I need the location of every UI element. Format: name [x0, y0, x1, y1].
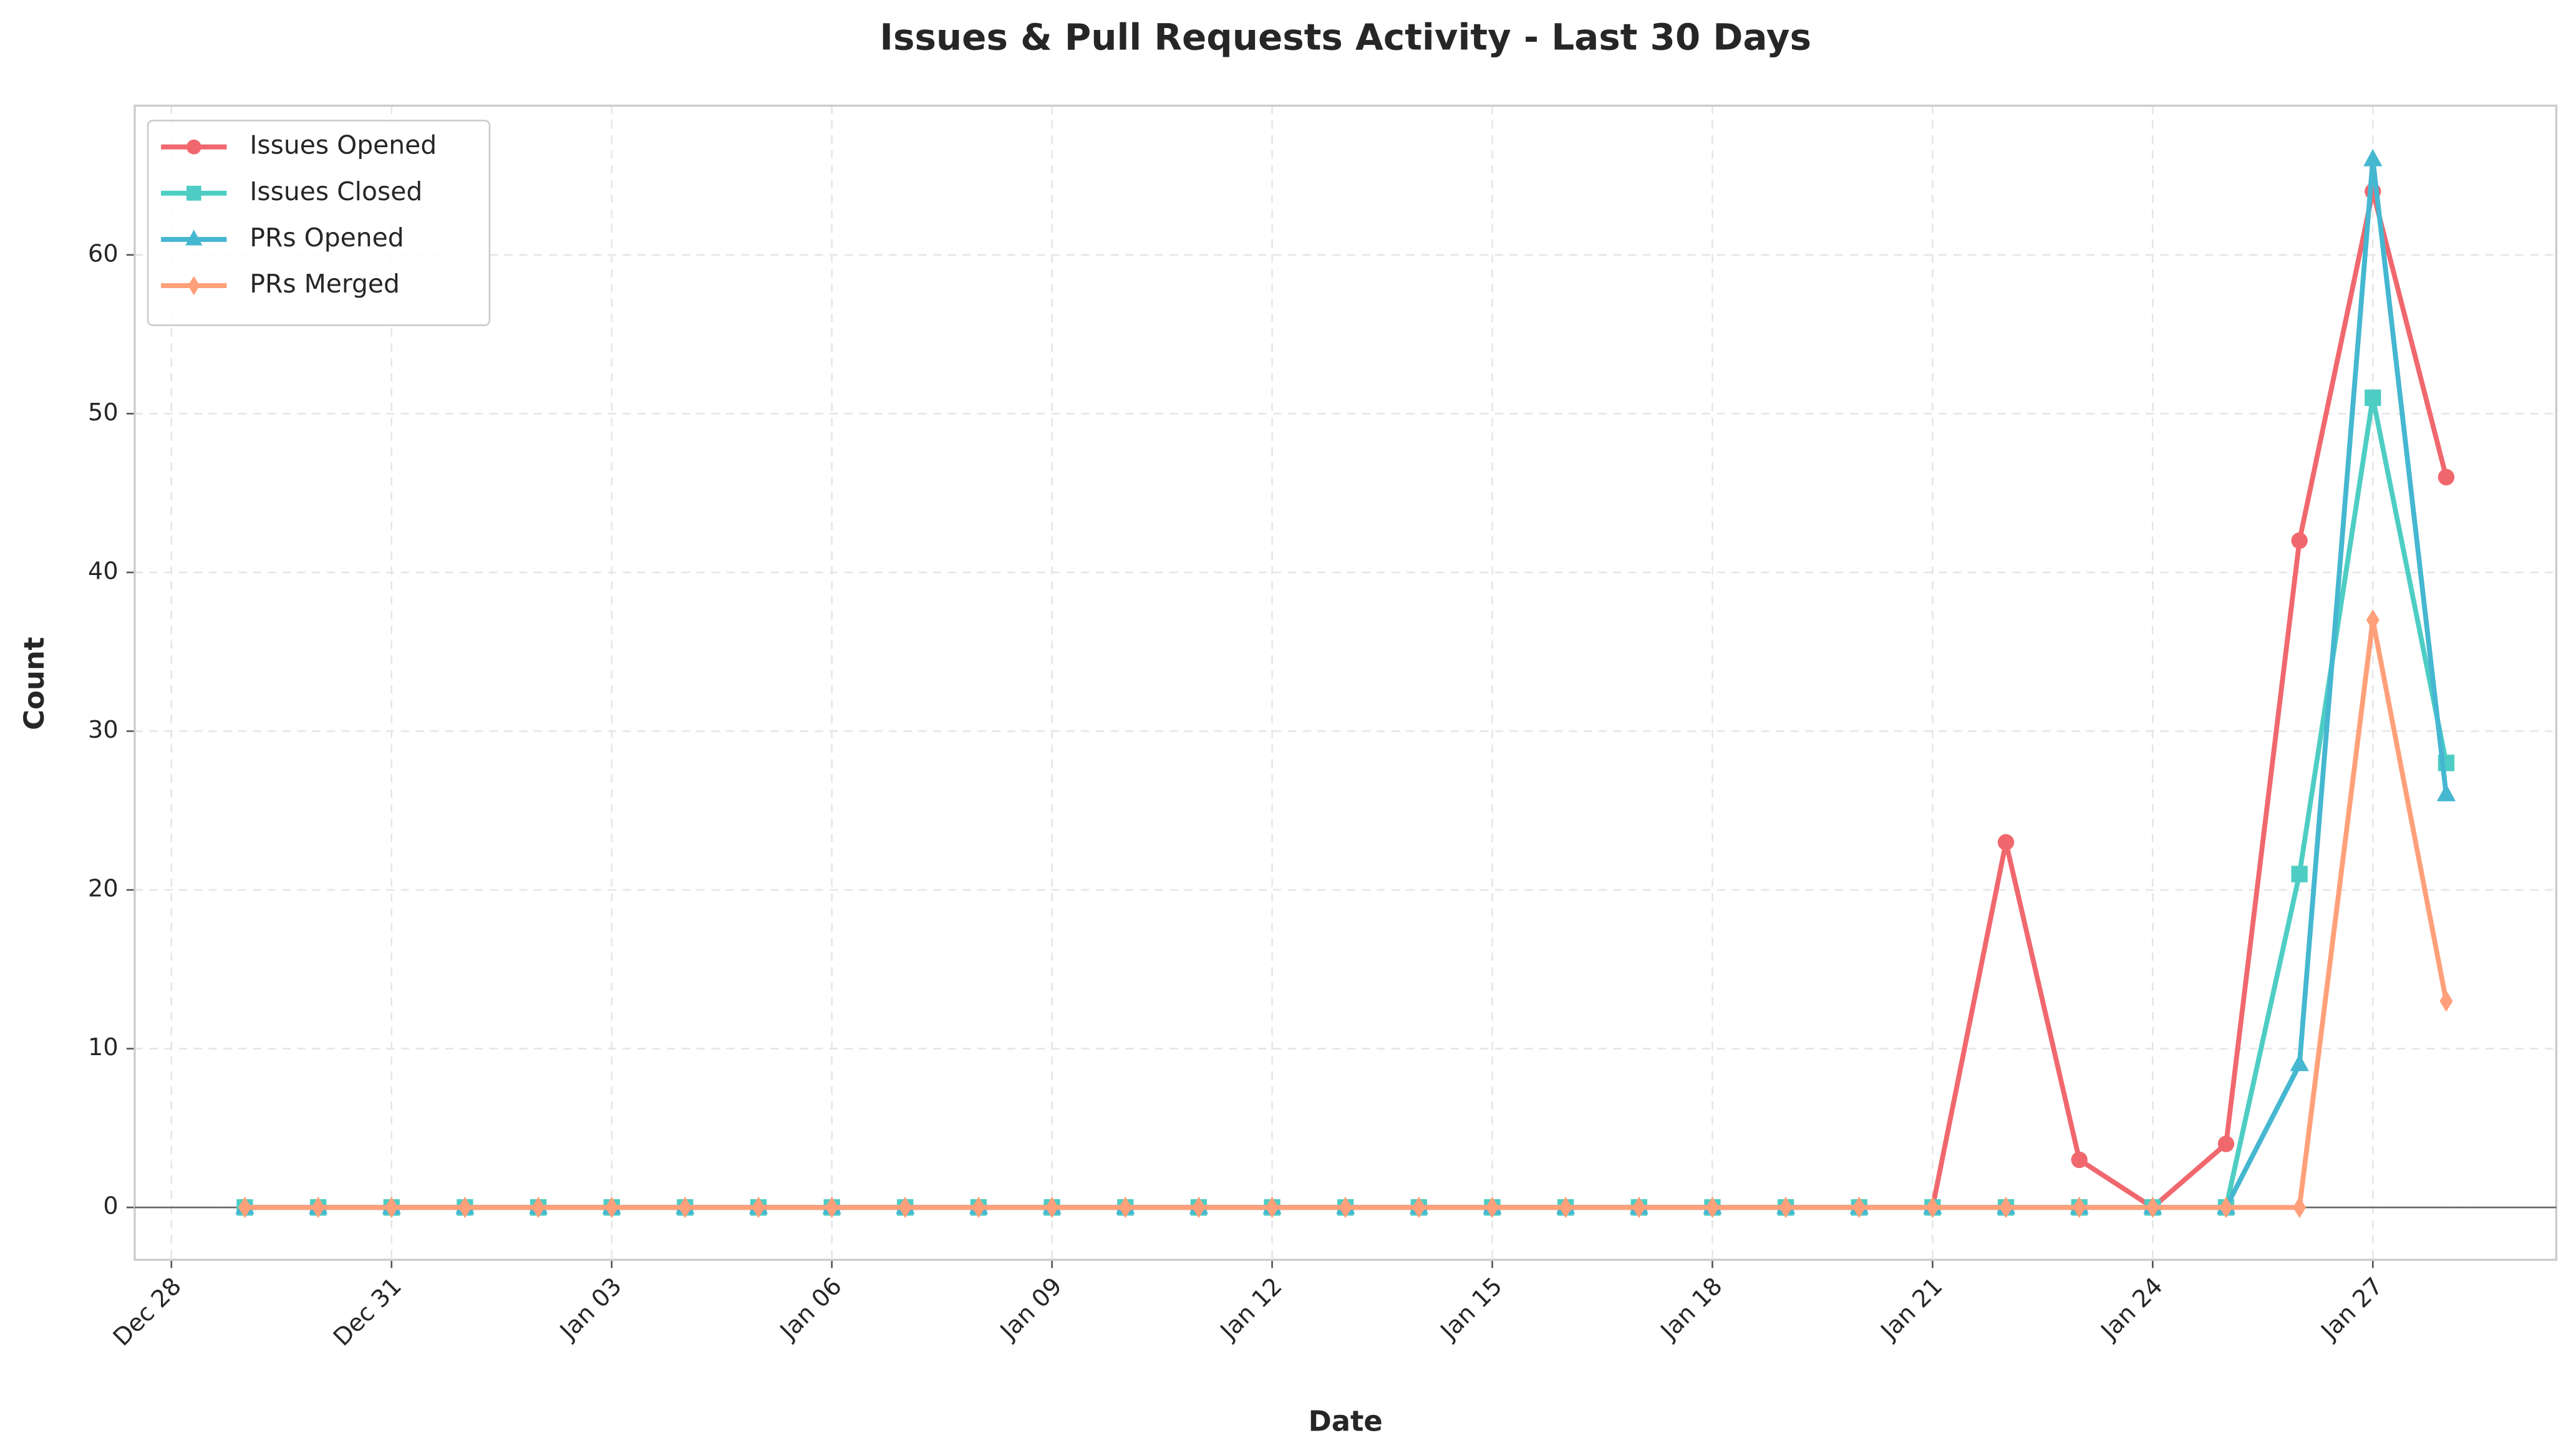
- y-tick-label: 60: [88, 239, 119, 268]
- marker: [825, 1196, 839, 1219]
- y-tick-label: 30: [88, 716, 119, 744]
- marker: [2290, 1053, 2309, 1071]
- marker: [458, 1196, 472, 1219]
- marker: [1997, 834, 2015, 851]
- marker: [1339, 1196, 1352, 1219]
- y-axis-label: Count: [17, 637, 51, 730]
- marker: [531, 1196, 545, 1219]
- y-tick-label: 40: [88, 557, 119, 585]
- plot-frame: [133, 104, 2558, 1261]
- marker: [185, 229, 203, 246]
- marker: [1485, 1196, 1499, 1219]
- marker: [1852, 1196, 1866, 1219]
- legend-box: [147, 119, 491, 326]
- marker: [2363, 148, 2383, 167]
- marker: [311, 1196, 325, 1219]
- marker: [2073, 1196, 2086, 1219]
- marker: [1266, 1196, 1279, 1219]
- marker: [972, 1196, 985, 1219]
- marker: [1192, 1196, 1206, 1219]
- marker: [2217, 1136, 2235, 1152]
- marker: [1779, 1196, 1793, 1219]
- marker: [1045, 1196, 1059, 1219]
- marker: [2293, 1196, 2307, 1219]
- legend-label: PRs Merged: [249, 269, 400, 299]
- marker: [238, 1196, 251, 1219]
- marker: [752, 1196, 765, 1219]
- marker: [186, 185, 201, 201]
- marker: [2071, 1151, 2088, 1169]
- chart-title: Issues & Pull Requests Activity - Last 3…: [879, 16, 1811, 59]
- legend-label: Issues Closed: [249, 176, 422, 206]
- marker: [385, 1196, 399, 1219]
- y-tick-label: 20: [88, 874, 119, 902]
- legend-label: Issues Opened: [249, 130, 437, 160]
- y-tick-label: 10: [88, 1033, 119, 1061]
- marker: [1999, 1196, 2013, 1219]
- marker: [186, 139, 201, 155]
- marker: [1118, 1196, 1132, 1219]
- marker: [898, 1196, 912, 1219]
- marker: [2291, 866, 2308, 882]
- marker: [2366, 609, 2380, 631]
- x-axis-label: Date: [1309, 1404, 1383, 1437]
- marker: [2365, 389, 2381, 407]
- marker: [1925, 1196, 1939, 1219]
- y-tick-label: 50: [88, 398, 119, 427]
- marker: [605, 1196, 619, 1219]
- marker: [2291, 532, 2308, 549]
- marker: [1705, 1196, 1719, 1219]
- marker: [2438, 468, 2455, 486]
- series: [238, 609, 2453, 1219]
- marker: [2219, 1196, 2233, 1219]
- marker: [2439, 990, 2453, 1012]
- y-tick-label: 0: [103, 1192, 118, 1220]
- marker: [2146, 1196, 2159, 1219]
- marker: [1412, 1196, 1426, 1219]
- marker: [2436, 784, 2456, 801]
- legend: Issues Opened Issues Closed PRs Opened PRs …: [147, 119, 491, 326]
- marker: [678, 1196, 692, 1219]
- legend-label: PRs Opened: [249, 223, 404, 253]
